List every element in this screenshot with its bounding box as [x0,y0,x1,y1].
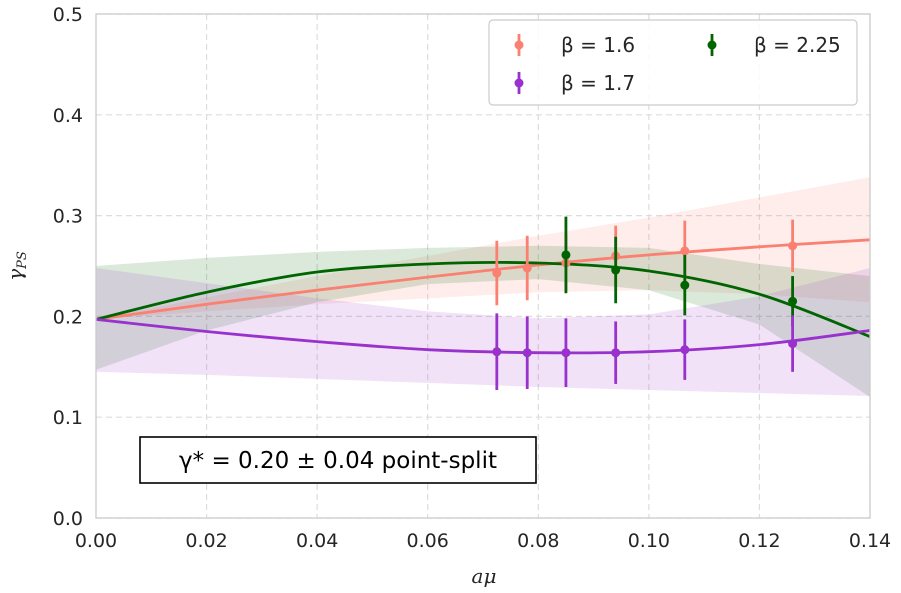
fit-curves [95,238,871,355]
x-tick-label: 0.02 [185,530,227,552]
confidence-band [96,177,870,320]
y-axis-label: γPS [3,251,30,281]
legend-label: β = 1.7 [561,71,635,95]
y-tick-label: 0.5 [53,4,83,26]
data-point [561,250,571,260]
x-axis-label: aμ [472,564,497,588]
data-point [492,347,502,357]
x-tick-label: 0.00 [75,530,117,552]
tick-labels: 0.00 0.02 0.04 0.06 0.08 0.10 0.12 0.14 0.0 0.1 0.… [53,4,891,552]
data-point [680,246,690,256]
x-axis-label-group: aμ [472,564,497,588]
y-axis-label-main: γ [3,269,27,281]
legend-marker [514,40,524,50]
data-point [680,280,690,290]
confidence-bands [96,177,870,397]
fit-curve [95,318,871,355]
data-point [561,348,571,358]
y-tick-label: 0.1 [53,407,83,429]
data-points [492,216,798,390]
axes [95,13,871,519]
x-tick-label: 0.08 [517,530,559,552]
x-tick-label: 0.14 [849,530,891,552]
data-point [611,265,621,275]
annotation-text: γ* = 0.20 ± 0.04 point-split [179,448,497,474]
data-point [788,339,798,349]
plot-frame [95,13,871,519]
annotation-box: γ* = 0.20 ± 0.04 point-split [139,436,537,484]
fit-curve [95,260,871,338]
legend-marker [514,78,524,88]
data-point [611,348,621,358]
legend-label: β = 1.6 [561,33,635,57]
legend-marker [707,40,717,50]
data-point [680,345,690,355]
y-tick-label: 0.4 [53,105,83,127]
y-axis-label-sub: PS [15,251,30,270]
x-tick-label: 0.04 [296,530,338,552]
legend: β = 1.6 β = 2.25 β = 1.7 [488,19,858,106]
data-point [522,263,532,273]
y-tick-label: 0.3 [53,206,83,228]
y-tick-label: 0.2 [53,306,83,328]
legend-frame [488,19,858,106]
fit-curve [95,238,871,321]
y-tick-label: 0.0 [53,508,83,530]
legend-label: β = 2.25 [754,33,841,57]
confidence-band [96,245,870,397]
data-point [522,348,532,358]
x-tick-label: 0.06 [407,530,449,552]
x-tick-label: 0.10 [628,530,670,552]
data-point [492,268,502,278]
y-axis-label-group: γPS [3,251,30,281]
x-tick-label: 0.12 [738,530,780,552]
data-point [788,241,798,251]
confidence-band [96,268,870,396]
data-point [788,296,798,306]
annotation-frame [139,436,537,484]
